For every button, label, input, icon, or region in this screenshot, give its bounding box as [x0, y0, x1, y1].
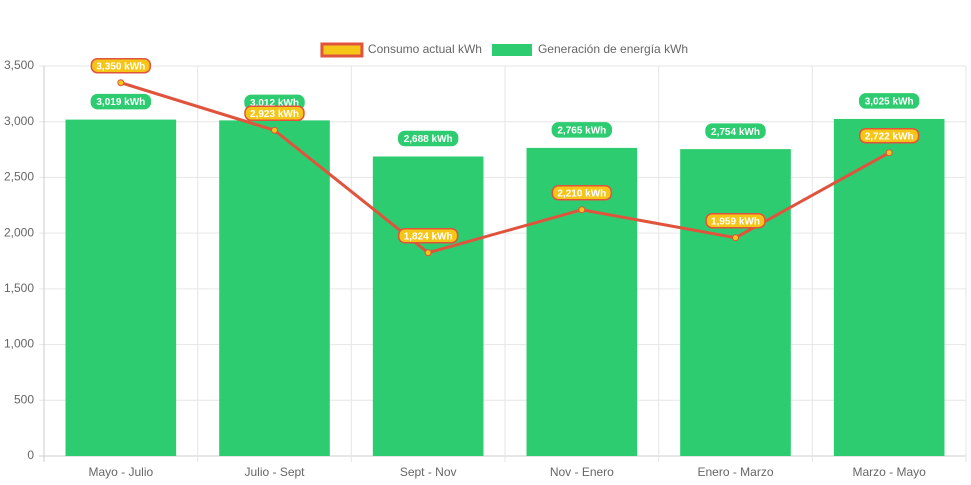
line-label: 3,350 kWh [90, 57, 152, 74]
data-label: 3,012 kWh [250, 98, 299, 109]
y-tick-label: 2,000 [4, 225, 34, 239]
data-label: 2,765 kWh [557, 126, 606, 137]
label-bg [397, 228, 459, 244]
data-label: 2,754 kWh [711, 127, 760, 138]
label-bg [858, 93, 920, 109]
y-tick-label: 1,500 [4, 281, 34, 295]
point [885, 149, 893, 157]
y-tick-label: 3,500 [4, 58, 34, 72]
bar [219, 120, 330, 457]
data-label: 2,688 kWh [404, 134, 453, 145]
x-tick-label: Nov - Enero [550, 465, 614, 479]
bar-label: 2,754 kWh [705, 123, 766, 139]
label-bg [705, 212, 766, 229]
label-bg [397, 130, 459, 147]
data-label: 2,722 kWh [865, 131, 914, 142]
label-bg [551, 184, 613, 201]
legend-swatch [491, 44, 532, 56]
x-tick-label: Julio - Sept [244, 465, 305, 479]
label-bg [705, 123, 766, 139]
legend-label: Consumo actual kWh [368, 42, 482, 56]
bar-label: 3,025 kWh [858, 93, 920, 109]
bar [372, 156, 484, 457]
y-tick-label: 2,500 [4, 170, 34, 184]
label-bg [244, 105, 305, 122]
data-label: 2,210 kWh [557, 188, 606, 199]
point [117, 79, 125, 87]
bar-label: 3,019 kWh [90, 93, 152, 110]
line-label: 1,959 kWh [705, 212, 766, 229]
bar [833, 118, 945, 456]
legend-label: Generación de energía kWh [538, 42, 688, 56]
y-tick-label: 0 [27, 448, 34, 462]
line-label: 2,722 kWh [858, 127, 920, 144]
legend-swatch [320, 42, 364, 58]
data-label: 3,019 kWh [96, 97, 145, 108]
point [732, 234, 739, 242]
x-tick-label: Marzo - Mayo [852, 465, 926, 479]
x-tick-label: Sept - Nov [400, 465, 457, 479]
legend: Consumo actual kWh Generación de energía … [320, 42, 688, 58]
label-bg [551, 122, 613, 138]
point [578, 206, 586, 214]
line-label: 1,824 kWh [397, 228, 459, 244]
line-label: 2,210 kWh [551, 184, 613, 201]
data-label: 1,824 kWh [404, 231, 453, 242]
data-label: 3,350 kWh [96, 61, 145, 72]
label-bg [90, 57, 152, 74]
point [424, 249, 432, 257]
bar-label: 2,765 kWh [551, 122, 613, 138]
x-tick-label: Mayo - Julio [88, 465, 153, 479]
y-tick-label: 3,000 [4, 114, 34, 128]
point [271, 126, 278, 134]
y-tick-label: 500 [14, 392, 34, 406]
label-bg [90, 93, 152, 110]
line-label: 2,923 kWh [244, 105, 305, 122]
y-tick-label: 1,000 [4, 337, 34, 351]
data-label: 1,959 kWh [711, 216, 760, 227]
data-label: 2,923 kWh [250, 109, 299, 120]
bar [65, 119, 177, 457]
bar [680, 149, 791, 456]
data-label: 3,025 kWh [865, 97, 914, 108]
x-tick-label: Enero - Marzo [697, 465, 773, 479]
bar-label: 2,688 kWh [397, 130, 459, 147]
label-bg [858, 127, 920, 144]
